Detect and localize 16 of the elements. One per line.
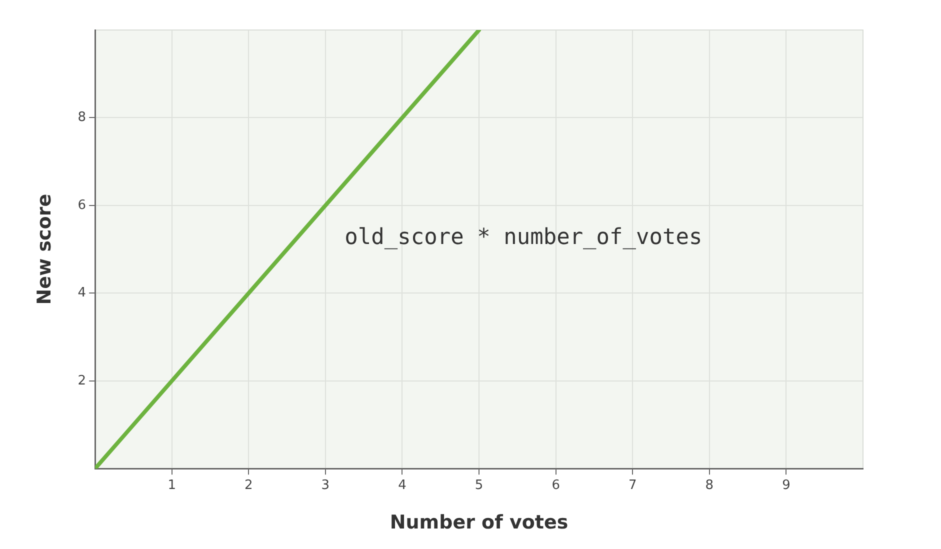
y-tick-label: 4 <box>78 286 86 301</box>
x-tick-label: 2 <box>244 478 253 493</box>
x-tick-label: 1 <box>168 478 176 493</box>
y-tick-label: 2 <box>78 373 86 388</box>
x-tick-label: 7 <box>628 478 637 493</box>
x-tick-label: 4 <box>398 478 406 493</box>
x-tick-label: 9 <box>782 478 790 493</box>
y-axis-title: New score <box>33 194 56 305</box>
y-tick-label: 8 <box>78 110 86 126</box>
annotation: old_score * number_of_votes <box>344 225 702 250</box>
x-tick-label: 8 <box>705 478 714 493</box>
x-tick-label: 3 <box>321 478 330 493</box>
x-tick-label: 5 <box>474 478 484 493</box>
y-tick-label: 6 <box>78 198 86 213</box>
x-tick-label: 6 <box>552 478 560 493</box>
x-axis-title: Number of votes <box>390 512 568 534</box>
